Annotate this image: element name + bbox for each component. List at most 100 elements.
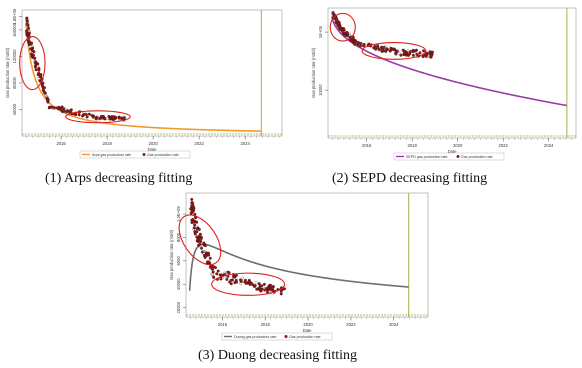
legend-label-points: Gas production rate — [147, 153, 179, 157]
y-tick-label: 10000 — [318, 84, 323, 96]
data-point — [219, 273, 223, 277]
data-point — [37, 67, 41, 70]
chart-panel-sepd: 2016 2018 2020 2022 2024 Date 1E+05 10000 Gas pr… — [300, 0, 582, 168]
data-point — [234, 273, 238, 277]
data-point — [26, 22, 30, 26]
data-point — [279, 292, 283, 296]
data-point — [428, 50, 432, 54]
data-point — [207, 253, 211, 257]
data-point — [193, 219, 197, 223]
x-tick-label: 2020 — [303, 322, 313, 327]
data-point — [211, 266, 215, 270]
data-point — [193, 223, 197, 227]
x-tick-label: 2018 — [408, 143, 418, 148]
data-point — [44, 93, 48, 97]
data-point — [61, 107, 65, 111]
data-point — [374, 47, 378, 51]
data-point — [372, 46, 376, 50]
caption-sepd: (2) SEPD decreasing fitting — [332, 171, 488, 186]
data-point — [211, 270, 215, 274]
data-point — [25, 32, 29, 36]
data-point — [422, 49, 426, 53]
data-point — [29, 47, 33, 51]
data-point — [31, 53, 35, 57]
plot-area — [21, 9, 283, 137]
y-axis-label: Gas production rate (m3/d) — [5, 47, 10, 98]
data-point — [383, 45, 387, 49]
data-point — [25, 19, 29, 23]
data-point — [195, 235, 199, 239]
data-point — [376, 44, 380, 48]
data-point — [334, 18, 338, 22]
data-point — [48, 105, 52, 109]
data-point — [255, 287, 259, 291]
data-point — [97, 117, 101, 121]
data-point — [42, 89, 46, 93]
data-point — [212, 275, 216, 279]
data-point — [208, 265, 212, 269]
legend-label-fit: Duong gas production rate — [234, 335, 276, 339]
data-point — [191, 201, 195, 205]
data-point — [424, 54, 428, 58]
data-point — [32, 50, 36, 54]
data-point — [402, 51, 406, 55]
x-tick-label: 2022 — [346, 322, 356, 327]
data-point — [208, 256, 212, 260]
data-point — [402, 48, 406, 52]
data-point — [190, 221, 194, 225]
data-point — [34, 68, 38, 72]
data-point — [336, 22, 340, 26]
data-point — [28, 41, 32, 45]
y-tick-label: 1.8E+05 — [12, 8, 17, 24]
plot-area — [185, 192, 429, 318]
y-tick-label: 40000 — [176, 278, 181, 290]
data-point — [25, 29, 29, 32]
x-tick-label: 2018 — [261, 322, 271, 327]
x-tick-label: 2024 — [389, 322, 399, 327]
data-point — [192, 226, 196, 230]
legend-label-fit: SEPD gas production rate — [406, 155, 448, 159]
data-point — [66, 109, 70, 113]
legend-point-swatch — [456, 155, 460, 158]
data-point — [77, 113, 81, 117]
data-point — [395, 49, 399, 53]
data-point — [241, 276, 245, 280]
data-point — [200, 250, 204, 254]
data-point — [394, 51, 398, 55]
caption-duong: (3) Duong decreasing fitting — [198, 348, 358, 363]
x-tick-label: 2020 — [453, 143, 463, 148]
data-point — [266, 286, 270, 290]
data-point — [378, 46, 382, 50]
y-tick-label: 6000 — [176, 256, 181, 266]
highlight-ellipse — [211, 272, 286, 296]
data-point — [202, 241, 206, 245]
legend-box — [393, 152, 505, 161]
x-axis-label: Date — [148, 147, 158, 152]
fit-curve-duong-gas-production-rate — [188, 243, 409, 291]
chart-panel-duong: 2016 2018 2020 2022 2024 Date 1.0E+05 8000 6000 4… — [152, 187, 434, 345]
legend: SEPD gas production rate Gas production r… — [393, 152, 505, 161]
data-point — [111, 115, 115, 119]
legend-point-swatch — [142, 153, 146, 156]
data-point — [36, 73, 40, 77]
highlight-ellipse — [178, 214, 222, 266]
x-tick-label: 2016 — [218, 322, 228, 327]
data-point — [198, 239, 202, 243]
x-tick-label: 2022 — [499, 143, 509, 148]
x-tick-label: 2016 — [362, 143, 372, 148]
x-tick-label: 2024 — [544, 143, 554, 148]
data-point — [57, 105, 61, 109]
data-point — [248, 279, 251, 283]
data-point — [191, 204, 195, 208]
data-point — [279, 289, 283, 293]
x-tick-label: 2018 — [102, 141, 112, 146]
data-point — [205, 251, 209, 255]
data-point — [197, 235, 201, 239]
data-point — [214, 266, 217, 270]
data-point — [254, 281, 258, 285]
data-point — [216, 269, 220, 273]
y-tick-label: 1.0E+05 — [176, 206, 181, 222]
data-point — [418, 51, 422, 55]
data-point — [118, 116, 122, 120]
